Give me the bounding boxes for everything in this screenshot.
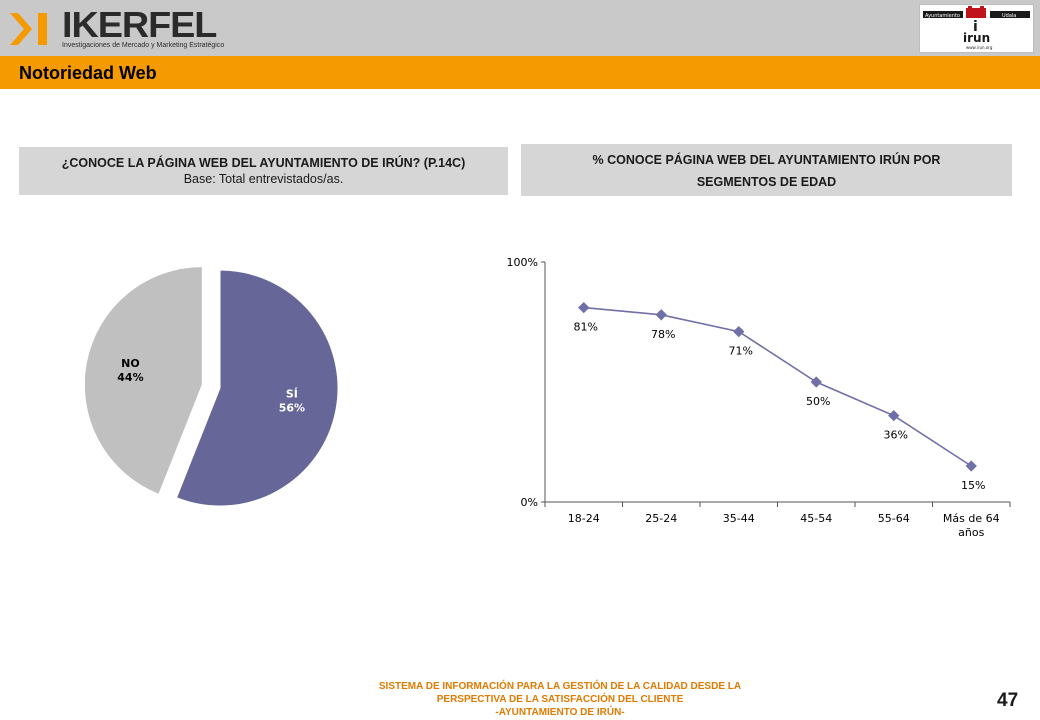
data-label: 36% xyxy=(884,429,908,442)
pie-slice-no xyxy=(85,266,203,495)
data-point xyxy=(655,309,667,321)
x-tick-label: 45-54 xyxy=(800,512,832,525)
crest-icon xyxy=(966,8,986,18)
data-label: 81% xyxy=(574,321,598,334)
y-tick-label: 0% xyxy=(521,496,538,509)
x-tick-label: Más de 64 xyxy=(943,512,1000,525)
footer-text: SISTEMA DE INFORMACIÓN PARA LA GESTIÓN D… xyxy=(290,680,830,719)
x-tick-label: 25-24 xyxy=(645,512,677,525)
city-logo-url: www.irun.org xyxy=(966,45,993,50)
pie-slice-si xyxy=(175,269,339,507)
brand-tagline: Investigaciones de Mercado y Marketing E… xyxy=(62,42,225,49)
footer-line3: -AYUNTAMIENTO DE IRÚN- xyxy=(495,707,625,718)
data-point xyxy=(810,376,822,388)
data-point xyxy=(733,325,745,338)
pie-value-label: 56% xyxy=(279,402,305,415)
title-bar xyxy=(0,56,1040,89)
question-base: Base: Total entrevistados/as. xyxy=(183,172,344,186)
city-logo-left-label: Ayuntamiento xyxy=(925,13,960,19)
y-tick-label: 100% xyxy=(507,256,538,269)
brand-logo-text: IKERFEL xyxy=(62,4,217,45)
header-band xyxy=(0,0,1040,56)
data-label: 50% xyxy=(806,395,830,408)
data-point xyxy=(578,301,590,314)
segment-title-line1: % CONOCE PÁGINA WEB DEL AYUNTAMIENTO IRÚ… xyxy=(592,153,941,167)
question-header-box: ¿CONOCE LA PÁGINA WEB DEL AYUNTAMIENTO D… xyxy=(19,147,508,195)
page-title: Notoriedad Web xyxy=(19,63,157,83)
city-logo-right-label: Udala xyxy=(1002,13,1016,19)
data-label: 78% xyxy=(651,328,675,341)
svg-text:i: i xyxy=(973,19,978,35)
data-label: 71% xyxy=(729,345,753,358)
city-logo-name: irun xyxy=(963,31,990,45)
line-chart: 100% 0% 18-24 25-24 35-44 45-54 55-64 Más de 64… xyxy=(507,256,1011,539)
footer-line1: SISTEMA DE INFORMACIÓN PARA LA GESTIÓN D… xyxy=(378,681,742,692)
page-number: 47 xyxy=(997,690,1019,711)
pie-value-label: 44% xyxy=(117,371,143,384)
series-line xyxy=(583,306,972,467)
data-point xyxy=(888,409,900,422)
question-title: ¿CONOCE LA PÁGINA WEB DEL AYUNTAMIENTO D… xyxy=(61,156,466,170)
x-tick-label: 35-44 xyxy=(723,512,755,525)
data-point xyxy=(965,460,977,472)
data-label: 15% xyxy=(961,479,985,492)
pie-label: SÍ xyxy=(286,388,298,401)
x-tick-label: años xyxy=(958,526,984,539)
segment-header-box: % CONOCE PÁGINA WEB DEL AYUNTAMIENTO IRÚ… xyxy=(521,144,1012,196)
segment-title-line2: SEGMENTOS DE EDAD xyxy=(696,175,837,189)
irun-city-logo: Ayuntamiento Udala i irun www.irun.org xyxy=(919,4,1034,53)
x-tick-label: 18-24 xyxy=(568,512,600,525)
footer-line2: PERSPECTIVA DE LA SATISFACCIÓN DEL CLIEN… xyxy=(436,694,684,705)
x-tick-label: 55-64 xyxy=(878,512,910,525)
ikerfel-logo-icon xyxy=(10,13,47,45)
pie-label: NO xyxy=(121,357,140,370)
